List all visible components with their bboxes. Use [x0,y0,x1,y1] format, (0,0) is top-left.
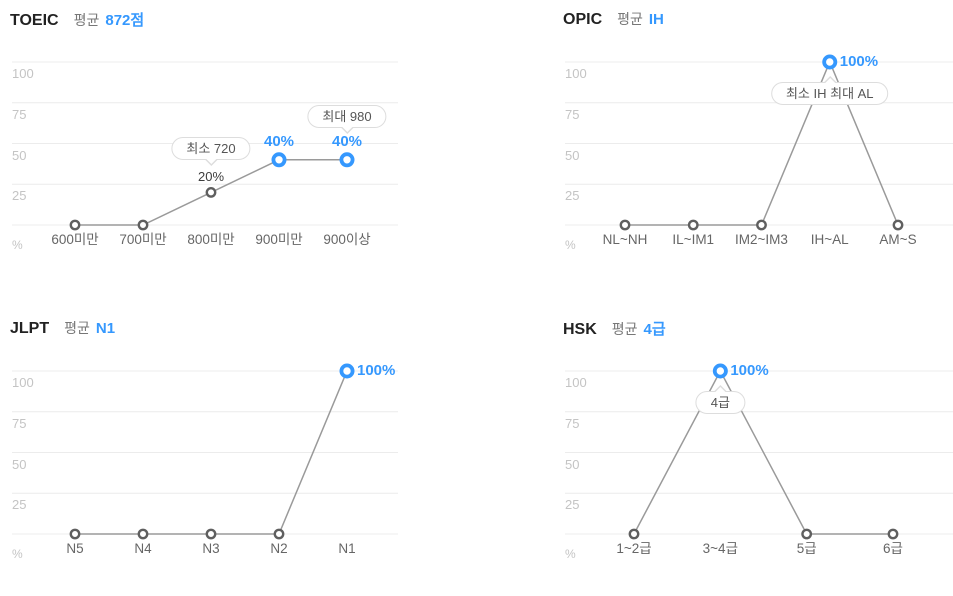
y-axis-tick: 100 [565,66,587,81]
data-point[interactable] [801,528,813,540]
y-axis-tick: 50 [12,456,27,472]
y-axis-unit: % [565,547,576,561]
x-axis-category: IL~IM1 [672,232,715,247]
data-point[interactable] [69,219,81,231]
average-value: IH [648,11,664,28]
average-value: 4급 [643,321,666,338]
chart-title: OPIC [563,11,603,28]
y-axis-tick: 50 [565,456,580,472]
x-axis-category: N1 [338,541,356,556]
x-axis-category: IH~AL [810,232,849,247]
chart-title: TOEIC [10,12,59,29]
data-point[interactable] [339,363,355,379]
x-axis-category: N4 [134,541,152,556]
data-point[interactable] [756,219,767,231]
chart-title: JLPT [10,320,50,337]
data-line [633,369,893,535]
y-axis-tick: 75 [565,415,580,431]
point-value-label: 40% [331,132,363,150]
x-axis-category: 700미만 [119,232,167,247]
chart-canvas [565,363,953,540]
chart-header: HSK 평균 4급 [563,318,666,339]
x-axis-category: IM2~IM3 [735,232,788,247]
point-value-label: 100% [839,53,879,70]
x-axis-category: 900이상 [323,232,371,247]
y-axis-tick: 50 [12,147,27,163]
chart-header: JLPT 평균 N1 [10,318,115,338]
data-point[interactable] [273,528,285,540]
x-axis-category: N5 [66,541,84,556]
line-chart: 100 75 50 25% N5 N4 N3 N2 N1 100% [0,309,480,596]
chart-panel-hsk: HSK 평균 4급 100 75 50 25% 1~2급 3~4급 5급 6급 100% 4급 [553,309,953,596]
y-axis-tick: 50 [565,147,580,163]
data-point[interactable] [712,363,728,379]
x-axis-category: N3 [202,541,220,556]
average-label: 평균 [73,12,100,28]
point-value-label: 20% [197,169,225,185]
data-point[interactable] [69,528,81,540]
average-value: N1 [95,320,116,337]
y-axis-tick: 25 [12,188,27,204]
y-axis-unit: % [12,238,23,252]
data-point[interactable] [339,152,355,168]
chart-canvas [12,363,398,540]
x-axis-category: N2 [270,541,288,556]
data-point[interactable] [628,528,640,540]
point-value-label: 100% [357,362,396,379]
data-point[interactable] [271,152,287,168]
y-axis-tick: 100 [565,375,587,390]
line-chart: 100 75 50 25% 600미만 700미만 800미만 900미만 900이상 20% 40… [0,0,480,298]
chart-panel-toeic: TOEIC 평균 872점 100 75 50 25% 600미만 700미만 800미만 9… [0,0,480,298]
x-axis-category: AM~S [879,232,917,247]
x-axis-category: 5급 [796,541,817,556]
y-axis-tick: 100 [12,375,34,390]
y-axis-tick: 25 [565,188,580,204]
tooltip-bubble: 4급 [695,385,745,414]
data-point[interactable] [887,528,899,540]
chart-canvas [565,54,953,231]
y-axis-tick: 100 [12,66,34,81]
y-axis-tick: 75 [12,106,27,122]
point-value-label: 40% [263,132,295,150]
chart-panel-opic: OPIC 평균 IH 100 75 50 25% NL~NH IL~IM1 IM2~IM3 I… [553,0,953,298]
chart-panel-jlpt: JLPT 평균 N1 100 75 50 25% N5 N4 N3 N2 N1 100% [0,309,480,596]
data-point[interactable] [822,54,838,70]
data-point[interactable] [137,528,149,540]
chart-canvas [12,61,398,231]
average-value: 872점 [105,12,145,29]
x-axis-category: 900미만 [255,232,303,247]
chart-header: OPIC 평균 IH [563,9,664,29]
data-point[interactable] [619,219,631,231]
x-axis-category: 3~4급 [702,541,738,556]
data-point[interactable] [892,219,904,231]
data-point[interactable] [205,186,217,198]
data-point[interactable] [687,219,699,231]
average-label: 평균 [64,320,90,336]
y-axis-unit: % [565,238,576,252]
line-chart: 100 75 50 25% NL~NH IL~IM1 IM2~IM3 IH~AL AM~S 100… [553,0,953,298]
tooltip-bubble: 최대 980 [307,104,387,134]
x-axis-category: 1~2급 [616,541,652,556]
x-axis-category: 600미만 [51,232,99,247]
x-axis-category: NL~NH [602,232,648,247]
data-point[interactable] [137,219,149,231]
data-point[interactable] [205,528,217,540]
x-axis-category: 800미만 [187,232,235,247]
tooltip-bubble: 최소 IH 최대 AL [770,76,889,105]
y-axis-tick: 75 [565,106,580,122]
y-axis-unit: % [12,547,23,561]
average-label: 평균 [611,321,638,337]
x-axis-category: 6급 [883,541,903,556]
chart-header: TOEIC 평균 872점 [10,9,144,30]
tooltip-bubble: 최소 720 [171,137,251,167]
average-label: 평균 [617,11,643,27]
y-axis-tick: 25 [565,497,580,513]
y-axis-tick: 25 [12,497,27,513]
point-value-label: 100% [730,362,769,379]
line-chart: 100 75 50 25% 1~2급 3~4급 5급 6급 100% 4급 [553,309,953,596]
chart-title: HSK [563,321,597,338]
y-axis-tick: 75 [12,415,27,431]
